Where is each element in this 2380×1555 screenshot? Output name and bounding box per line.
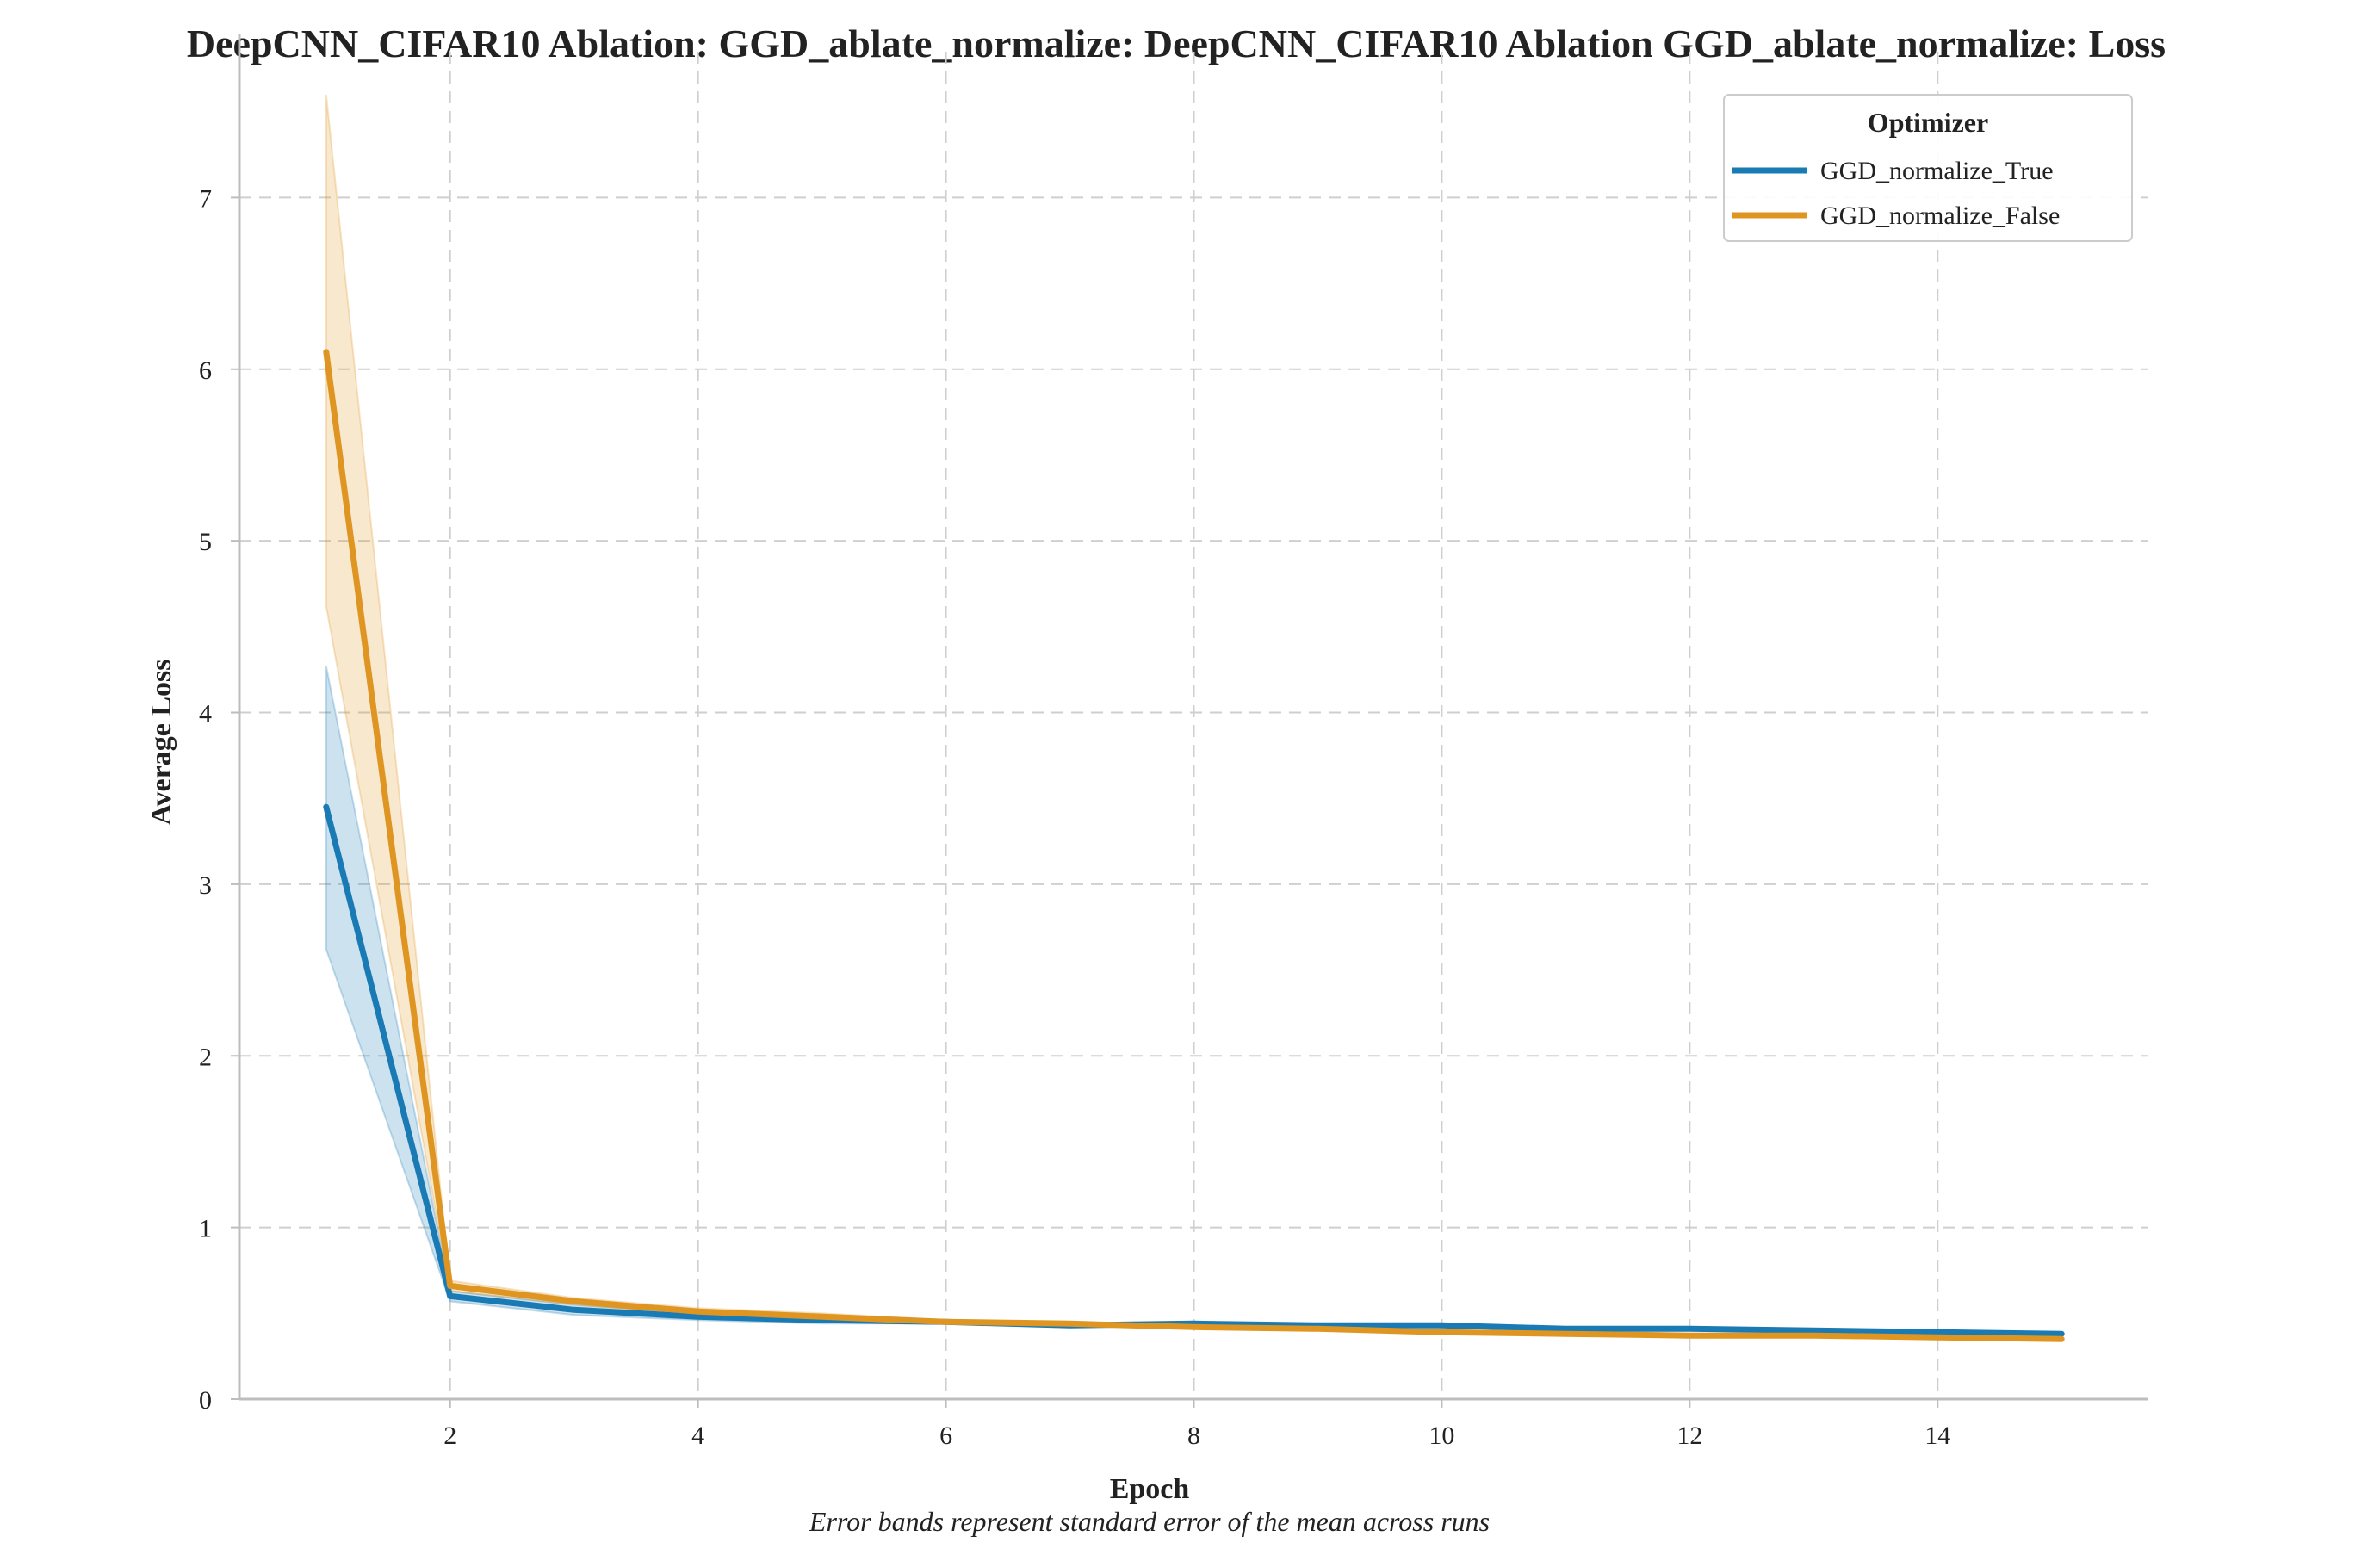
legend-items: GGD_normalize_True GGD_normalize_False [1732, 157, 2060, 230]
line-ggd-normalize-false [323, 349, 2065, 1342]
x-axis-label: Epoch [1110, 1473, 1190, 1505]
chart-caption: Error bands represent standard error of … [809, 1506, 1490, 1537]
x-tick-label: 14 [1924, 1422, 1950, 1450]
legend-label-ggd-normalize-false: GGD_normalize_False [1820, 201, 2060, 230]
y-tick-label: 2 [199, 1043, 212, 1071]
y-tick-label: 0 [199, 1386, 212, 1415]
x-tick-label: 6 [939, 1422, 952, 1450]
y-tick-label: 5 [199, 528, 212, 556]
y-axis-ticks: 0 1 2 3 4 5 6 7 [199, 184, 239, 1415]
y-tick-label: 4 [199, 700, 212, 728]
line-ggd-normalize-true [323, 803, 2065, 1337]
chart-title: DeepCNN_CIFAR10 Ablation: GGD_ablate_nor… [187, 22, 2166, 65]
y-tick-label: 7 [199, 184, 212, 213]
y-tick-label: 1 [199, 1215, 212, 1243]
grid-lines [239, 52, 2148, 1399]
y-axis-label: Average Loss [146, 660, 177, 826]
x-tick-label: 12 [1677, 1422, 1702, 1450]
legend-label-ggd-normalize-true: GGD_normalize_True [1820, 157, 2054, 185]
legend-title: Optimizer [1868, 107, 1988, 138]
x-tick-label: 10 [1429, 1422, 1454, 1450]
legend-box [1723, 94, 2133, 242]
series-lines [323, 349, 2065, 1342]
legend: Optimizer GGD_normalize_TrueGGD_normaliz… [1723, 94, 2133, 242]
x-tick-label: 2 [443, 1422, 456, 1450]
y-tick-label: 6 [199, 356, 212, 385]
x-tick-label: 4 [691, 1422, 704, 1450]
x-tick-label: 8 [1187, 1422, 1200, 1450]
x-axis-ticks: 2 4 6 8 10 12 14 [443, 1399, 1950, 1450]
y-tick-label: 3 [199, 871, 212, 900]
